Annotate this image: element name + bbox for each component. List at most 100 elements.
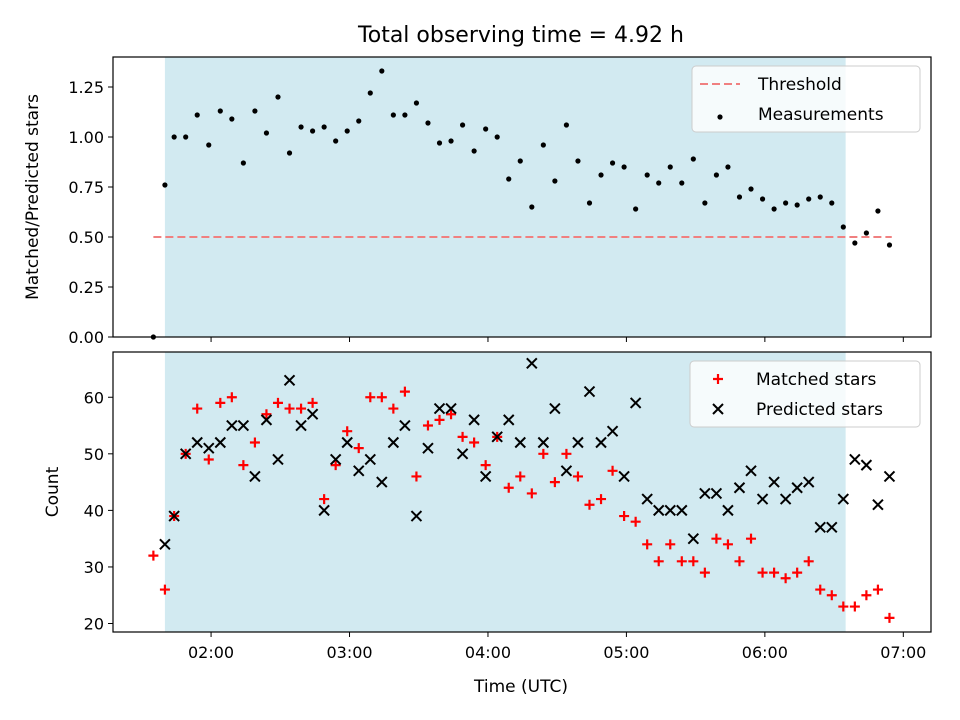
matched-star-point: [353, 443, 364, 454]
predicted-star-point: [214, 436, 227, 449]
measurement-point: [171, 134, 177, 140]
predicted-star-point: [837, 493, 850, 505]
matched-star-point: [203, 454, 214, 465]
y-tick-label: 30: [84, 558, 104, 577]
measurement-point: [540, 142, 546, 148]
predicted-star-point: [479, 470, 492, 483]
measurement-point: [863, 230, 869, 236]
matched-star-point: [261, 409, 272, 420]
matched-star-point: [284, 403, 295, 414]
predicted-star-point: [260, 414, 273, 426]
predicted-star-point: [283, 374, 296, 386]
measurement-point: [321, 124, 327, 130]
matched-star-point: [399, 386, 410, 397]
measurement-point: [356, 118, 362, 124]
y-tick-label: 1.00: [68, 128, 104, 147]
measurement-point: [529, 204, 535, 210]
measurement-point: [309, 128, 316, 134]
predicted-star-point: [722, 504, 734, 517]
predicted-star-point: [226, 419, 238, 432]
legend: Threshold Measurements: [691, 65, 921, 133]
matched-star-point: [307, 397, 318, 408]
predicted-star-point: [641, 493, 653, 505]
x-tick-label: 07:00: [880, 643, 926, 662]
matched-star-point: [769, 567, 780, 578]
x-axis-label: Time (UTC): [473, 677, 568, 697]
x-tick-label: 06:00: [742, 643, 788, 662]
measurement-point: [229, 116, 235, 122]
legend-plus-swatch: [713, 374, 723, 384]
predicted-star-point: [306, 408, 319, 420]
y-tick-label: 0.25: [68, 278, 104, 297]
measurement-point: [817, 194, 823, 200]
measurement-point: [586, 200, 593, 206]
predicted-star-point: [733, 482, 746, 494]
matched-star-point: [561, 448, 572, 459]
predicted-star-point: [664, 504, 676, 517]
predicted-star-point: [768, 476, 780, 488]
matched-star-point: [388, 403, 399, 414]
measurement-point: [598, 172, 604, 178]
matched-star-point: [549, 477, 560, 488]
matched-star-point: [538, 448, 549, 459]
figure-title: Total observing time = 4.92 h: [357, 23, 684, 48]
matched-star-point: [365, 392, 376, 403]
predicted-star-point: [341, 436, 353, 449]
measurement-point: [759, 196, 766, 202]
matched-star-point: [515, 471, 526, 482]
matched-star-point: [665, 539, 676, 550]
matched-star-point: [780, 573, 791, 584]
matched-star-point: [711, 533, 722, 544]
matched-star-point: [330, 460, 341, 471]
predicted-star-point: [353, 465, 365, 477]
predicted-star-point: [179, 448, 192, 460]
matched-star-point: [849, 601, 860, 612]
measurement-point: [413, 100, 420, 106]
measurement-point: [286, 150, 293, 156]
predicted-star-point: [410, 510, 423, 522]
matched-star-point: [480, 460, 491, 471]
measurement-point: [183, 134, 189, 140]
predicted-star-point: [653, 504, 665, 517]
matched-star-point: [746, 533, 757, 544]
predicted-star-point: [329, 453, 342, 466]
legend-box: [691, 65, 921, 133]
predicted-star-point: [445, 402, 457, 415]
measurement-point: [667, 164, 673, 170]
predicted-star-point: [514, 436, 526, 449]
matched-star-point: [722, 539, 733, 550]
measurement-point: [494, 134, 500, 140]
predicted-star-point: [387, 436, 400, 449]
matched-star-point: [838, 601, 849, 612]
x-tick-label: 03:00: [326, 643, 372, 662]
predicted-star-point: [249, 470, 261, 483]
counts-panel: 20 30 40 50 60 02:00 03:00 04:00 05:00 06:00 07:00…: [84, 351, 932, 662]
measurement-point: [298, 124, 304, 130]
matched-star-point: [861, 590, 872, 601]
y-tick-label: 0.75: [68, 178, 104, 197]
predicted-star-point: [364, 453, 376, 466]
matched-star-point: [676, 556, 687, 567]
predicted-star-point: [710, 487, 723, 500]
predicted-star-point: [526, 357, 538, 370]
legend-label: Predicted stars: [756, 400, 883, 420]
legend-x-swatch: [712, 403, 724, 415]
matched-star-point: [376, 392, 387, 403]
matched-star-point: [238, 460, 249, 471]
matched-star-point: [619, 511, 630, 522]
measurement-point: [679, 180, 685, 186]
predicted-star-point: [872, 499, 884, 511]
bottom-y-axis-label: Count: [43, 466, 63, 517]
predicted-star-point: [491, 431, 503, 443]
matched-star-point: [422, 420, 433, 431]
measurement-point: [162, 182, 168, 188]
top-y-axis-label: Matched/Predicted stars: [23, 94, 43, 300]
matched-star-point: [457, 431, 468, 442]
ratio-panel: 0.00 0.25 0.50 0.75 1.00 1.25 Threshold Measure…: [68, 56, 932, 347]
measurement-point: [575, 158, 581, 164]
predicted-star-point: [779, 493, 792, 505]
matched-star-point: [653, 556, 664, 567]
legend-label: Matched stars: [756, 370, 876, 390]
predicted-star-point: [849, 453, 861, 466]
